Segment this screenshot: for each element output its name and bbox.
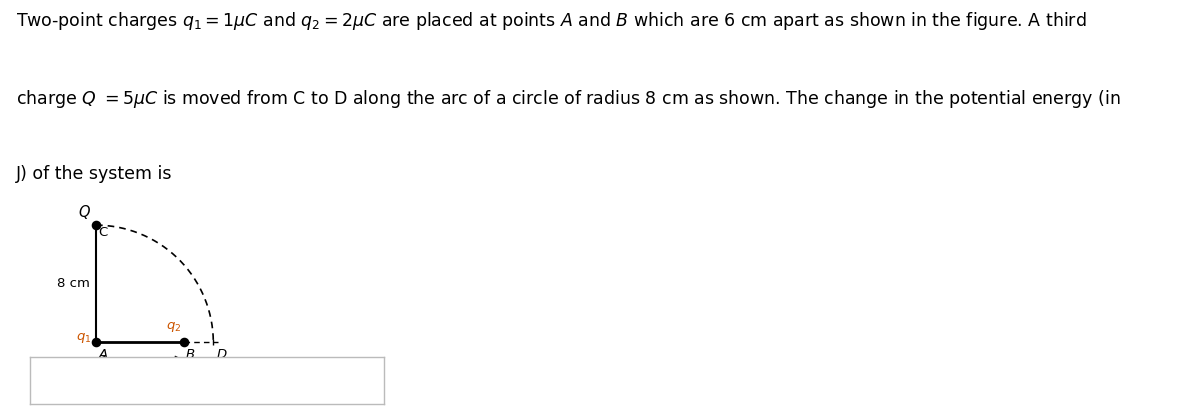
Text: 6 cm: 6 cm (124, 362, 156, 375)
Point (174, 339, 193, 346)
Text: 8 cm: 8 cm (58, 277, 90, 290)
Text: Two-point charges $q_1 = 1\mu C$ and $q_2 = 2\mu C$ are placed at points $A$ and: Two-point charges $q_1 = 1\mu C$ and $q_… (16, 10, 1086, 32)
Text: $D$: $D$ (216, 348, 228, 361)
Text: $q_1$: $q_1$ (77, 331, 91, 345)
Text: $q_2$: $q_2$ (167, 320, 181, 335)
Text: $Q$: $Q$ (78, 204, 91, 222)
Text: $A$: $A$ (98, 348, 109, 361)
Text: charge $Q\ = 5\mu C$ is moved from C to D along the arc of a circle of radius 8 : charge $Q\ = 5\mu C$ is moved from C to … (16, 88, 1121, 110)
Point (86, 222, 106, 228)
Text: J) of the system is: J) of the system is (16, 165, 172, 183)
Text: $B$: $B$ (185, 348, 196, 361)
Point (86, 339, 106, 346)
Text: C: C (98, 226, 108, 239)
